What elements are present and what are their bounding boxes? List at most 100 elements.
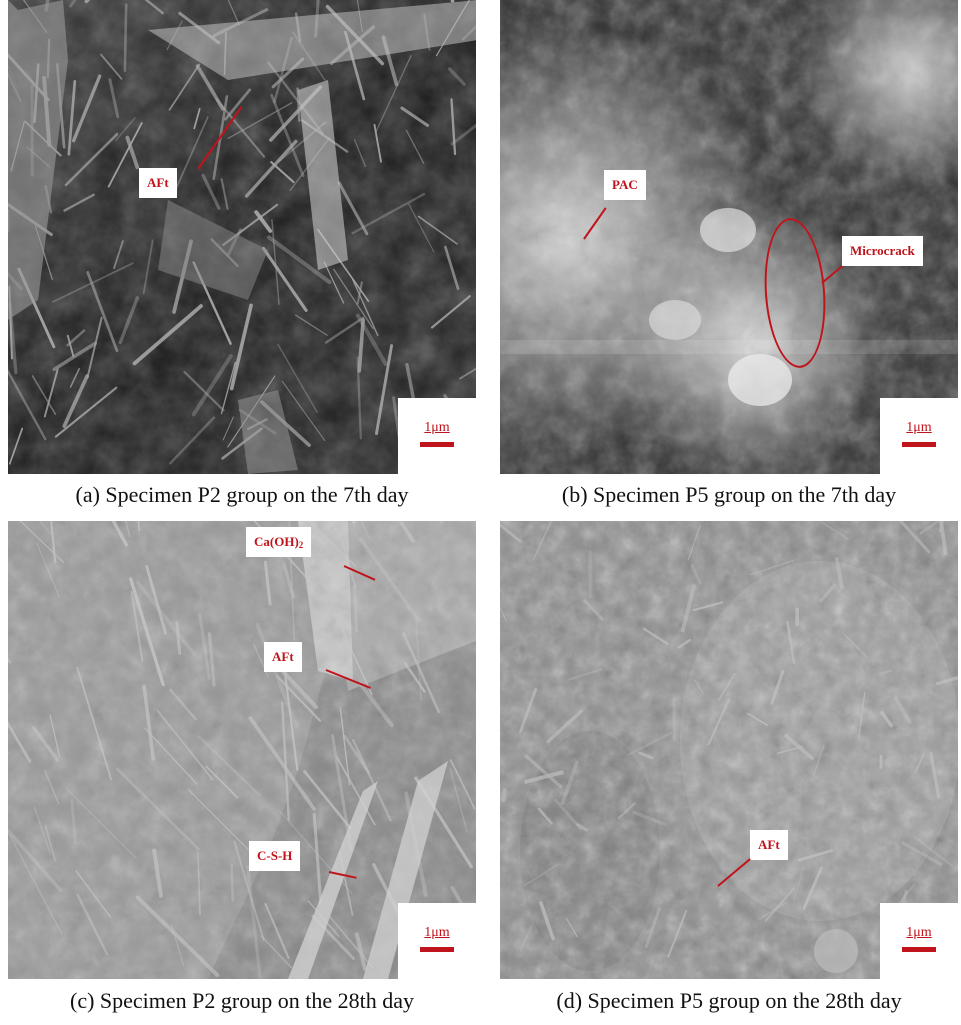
crystal-needle	[52, 341, 97, 372]
crystal-needle	[135, 895, 220, 977]
crystal-needle	[280, 701, 290, 821]
crystal-needle	[356, 281, 363, 305]
crystal-needle	[36, 542, 61, 598]
crystal-needle	[271, 219, 280, 305]
crystal-needle	[76, 666, 112, 781]
crystal-needle	[244, 139, 298, 198]
crystal-needle	[749, 559, 795, 576]
crystal-needle	[324, 316, 365, 344]
crystal-needle	[282, 562, 295, 599]
scale-line-d	[902, 947, 936, 952]
crystal-needle	[449, 767, 468, 832]
crystal-needle	[307, 521, 356, 567]
crystal-needle	[197, 735, 261, 797]
crystal-needle	[64, 132, 119, 187]
crystal-needle	[66, 334, 75, 358]
crystal-needle	[524, 770, 564, 784]
label-aft-a: AFt	[139, 168, 177, 198]
crystal-needle	[65, 788, 137, 859]
crystal-needle	[8, 834, 63, 935]
crystal-needle	[834, 557, 844, 590]
crystal-needle	[553, 798, 582, 830]
crystal-needle	[500, 523, 522, 543]
crystal-needle	[822, 898, 830, 910]
crystal-needle	[229, 303, 253, 391]
scale-label-d: 1μm	[906, 925, 932, 940]
crystal-needle	[76, 893, 109, 956]
crystal-needle	[312, 812, 323, 904]
crystal-needle	[277, 343, 318, 413]
crystal-needle	[627, 731, 673, 756]
scale-label-b: 1μm	[906, 420, 932, 435]
crystal-needle	[111, 521, 129, 547]
crystal-needle	[893, 696, 912, 725]
crystal-needle	[264, 902, 290, 959]
crystal-needle	[227, 102, 293, 140]
sem-micrograph-a	[8, 0, 476, 474]
crystal-needle	[207, 632, 216, 687]
crystal-needle	[183, 370, 225, 412]
crystal-needle	[519, 688, 538, 733]
scale-bar-c: 1μm	[398, 903, 476, 979]
crystal-needle	[813, 744, 825, 776]
caption-b: (b) Specimen P5 group on the 7th day	[561, 482, 897, 507]
crystal-needle	[144, 727, 198, 785]
crystal-needle	[266, 235, 332, 285]
label-caoh2-subscript: 2	[298, 540, 304, 550]
crystal-needle	[765, 887, 795, 922]
crystal-needle	[784, 733, 814, 760]
label-microcrack: Microcrack	[842, 236, 923, 266]
crystal-needle	[107, 122, 143, 188]
crystal-needle	[100, 53, 123, 80]
label-csh: C-S-H	[249, 841, 301, 871]
crystal-needle	[115, 767, 201, 851]
crystal-needle	[358, 682, 394, 728]
crystal-needle	[248, 716, 316, 811]
crystal-needle	[747, 712, 768, 726]
crystal-needle	[638, 751, 654, 760]
crystal-needle	[402, 632, 441, 714]
crystal-needle	[337, 181, 369, 236]
crystal-needle	[501, 788, 507, 803]
crystal-needle	[898, 521, 931, 554]
crystal-needle	[198, 613, 211, 680]
crystal-needle	[375, 55, 412, 133]
crystal-needle	[51, 262, 134, 303]
crystal-needle	[113, 240, 124, 269]
label-caoh2: Ca(OH)2	[246, 527, 312, 557]
crystal-needle	[205, 765, 239, 799]
crystal-needle	[450, 123, 476, 146]
crystal-needle	[49, 714, 61, 758]
crystal-needle	[144, 0, 164, 15]
crystal-needle	[230, 863, 235, 902]
crystal-needle	[935, 675, 958, 686]
crystal-needle	[222, 416, 234, 441]
crystal-needle	[539, 901, 555, 941]
crystal-needle	[195, 64, 225, 111]
crystal-needle	[130, 590, 144, 662]
label-aft-d: AFt	[750, 830, 788, 860]
crystal-needle	[132, 304, 203, 366]
crystal-needle	[71, 74, 102, 143]
crystal-needle	[303, 770, 352, 830]
crystal-needle	[717, 672, 736, 702]
crystal-needle	[261, 246, 308, 312]
crystal-needle	[31, 375, 57, 415]
crystal-needle	[880, 710, 894, 728]
crystal-needle	[938, 521, 948, 555]
crystal-needle	[353, 139, 367, 168]
crystal-needle	[818, 521, 849, 540]
crystal-needle	[532, 521, 553, 561]
crystal-needle	[323, 261, 345, 304]
crystal-needle	[333, 268, 374, 330]
crystal-needle	[50, 521, 57, 564]
crystal-needle	[546, 709, 583, 744]
crystal-needle	[8, 720, 32, 763]
crystal-needle	[246, 865, 262, 979]
crystal-needle	[123, 3, 128, 72]
crystal-needle	[145, 564, 167, 635]
crystal-needle	[524, 754, 563, 789]
crystal-needle	[878, 669, 892, 675]
crystal-needle	[797, 849, 834, 862]
crystal-needle	[38, 521, 51, 535]
